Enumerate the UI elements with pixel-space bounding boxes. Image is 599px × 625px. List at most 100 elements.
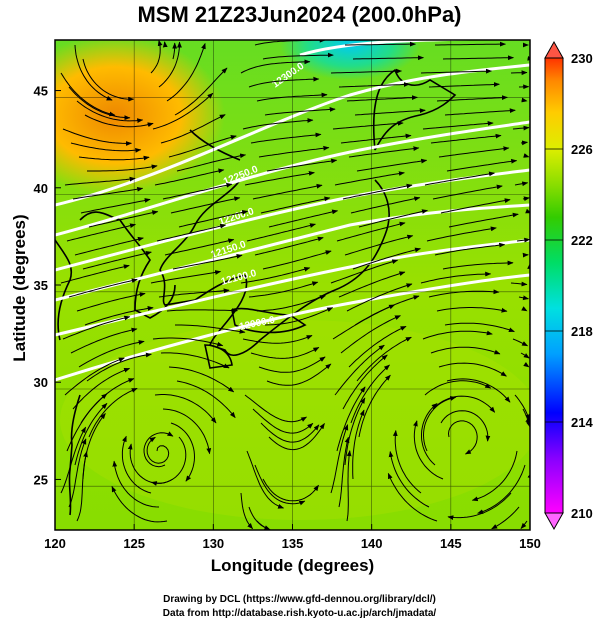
streamline [350, 196, 421, 214]
streamline [66, 393, 108, 452]
streamline [346, 450, 352, 522]
credit-data: Data from http://database.rish.kyoto-u.a… [162, 608, 437, 619]
streamline [510, 281, 528, 287]
x-tick-label: 145 [440, 536, 462, 551]
streamline [388, 451, 430, 508]
streamline [446, 158, 518, 172]
colorbar-tick-label: 210 [571, 506, 593, 521]
streamline [162, 182, 233, 200]
streamline [62, 315, 131, 340]
streamline [440, 410, 491, 442]
streamline [154, 168, 225, 186]
streamline [176, 153, 247, 172]
streamline [76, 100, 144, 123]
y-tick-label: 25 [34, 472, 48, 487]
streamline [172, 42, 178, 60]
streamline [262, 250, 332, 270]
streamline [246, 450, 285, 509]
streamline [438, 362, 507, 377]
streamline [156, 223, 227, 242]
streamline [512, 125, 530, 131]
streamline [420, 68, 492, 74]
x-tick-label: 130 [202, 536, 224, 551]
streamline [72, 367, 131, 410]
streamline [426, 226, 497, 242]
streamline [332, 304, 396, 340]
x-tick-label: 140 [361, 536, 383, 551]
streamline [64, 357, 125, 396]
streamline [66, 223, 136, 242]
streamline [430, 133, 502, 144]
streamline [436, 307, 508, 313]
streamline [436, 95, 508, 102]
streamline [512, 338, 529, 347]
streamline [447, 420, 478, 455]
streamline [244, 394, 308, 423]
streamline [354, 108, 426, 116]
streamline [514, 181, 529, 187]
streamline [332, 120, 404, 130]
streamline [158, 288, 230, 298]
streamline [350, 364, 390, 424]
streamline [264, 307, 334, 326]
streamline [152, 92, 214, 130]
streamline [432, 184, 503, 200]
streamline [264, 107, 336, 116]
streamline [356, 158, 428, 172]
streamline [121, 435, 152, 494]
streamline [346, 95, 418, 102]
streamline [60, 72, 116, 117]
streamline [175, 324, 246, 334]
streamline [252, 408, 314, 434]
streamline [268, 423, 325, 451]
streamline [358, 209, 428, 228]
streamline [266, 158, 338, 172]
streamline [256, 295, 326, 312]
streamline [111, 485, 168, 523]
streamline [64, 176, 136, 186]
streamline [146, 436, 170, 464]
streamline [74, 236, 144, 256]
streamline [176, 380, 236, 419]
colorbar-tick-label: 214 [571, 415, 593, 430]
streamline [68, 438, 87, 508]
colorbar-min-triangle [544, 512, 564, 531]
y-tick-label: 30 [34, 375, 48, 390]
streamline [152, 337, 224, 347]
streamline [471, 450, 518, 502]
plot-area: 12300.0 12250.0 12200.0 12150.0 12100.0 … [55, 40, 530, 530]
x-tick-label: 125 [123, 536, 145, 551]
streamline [154, 394, 217, 424]
streamline [520, 140, 528, 146]
streamline [422, 120, 494, 130]
streamline [413, 420, 444, 480]
streamline [160, 352, 230, 369]
streamline [166, 308, 238, 313]
streamline [86, 352, 152, 382]
streamline [330, 259, 399, 284]
streamline [88, 387, 138, 438]
streamline [448, 212, 519, 228]
colorbar-tick-label: 230 [571, 51, 593, 66]
x-axis-label: Longitude (degrees) [210, 556, 375, 575]
streamline [435, 41, 506, 47]
streamline [62, 128, 132, 146]
x-axis: 120 125 130 135 140 145 150 [44, 524, 541, 551]
streamline [254, 464, 306, 506]
streamline [127, 443, 174, 484]
streamline [260, 196, 331, 214]
streamline [348, 325, 407, 368]
streamline [70, 327, 138, 354]
streamline [352, 247, 421, 270]
streamline [84, 305, 154, 326]
y-axis: 25 30 35 40 45 [34, 84, 61, 487]
streamline [266, 363, 332, 386]
streamline [78, 340, 145, 368]
streamline [74, 44, 113, 101]
streamline [510, 70, 528, 76]
streamline [446, 378, 511, 403]
streamline [150, 40, 163, 74]
streamline [342, 183, 413, 200]
streamline [258, 145, 330, 158]
